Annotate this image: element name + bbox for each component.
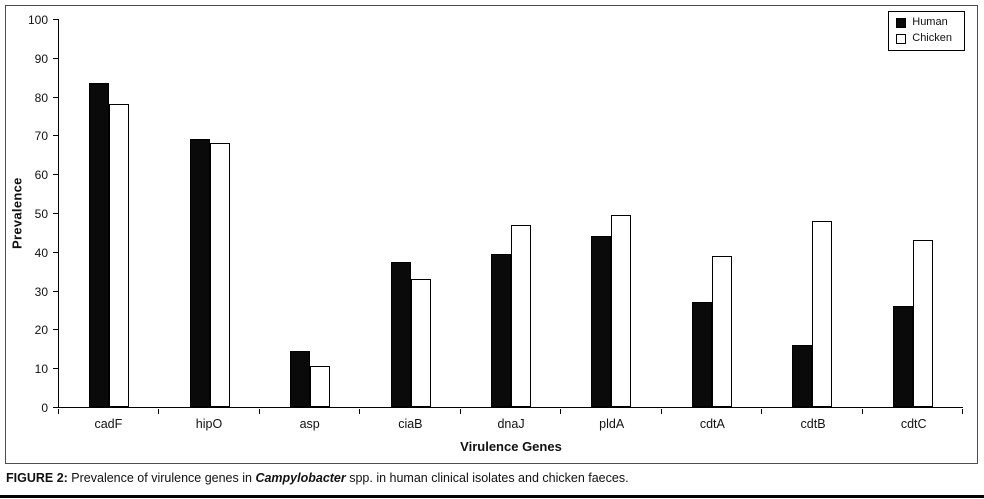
bar-human-ciaB bbox=[390, 261, 411, 407]
legend-item-chicken: Chicken bbox=[896, 33, 952, 44]
y-tick-mark bbox=[53, 96, 58, 98]
x-axis-ticks bbox=[58, 409, 964, 415]
bar-human-cdtB bbox=[792, 344, 813, 407]
x-tick-mark bbox=[258, 409, 260, 414]
caption-label: FIGURE 2: bbox=[6, 471, 68, 485]
x-tick-mark bbox=[761, 409, 763, 414]
bar-human-cadF bbox=[89, 83, 110, 407]
x-axis-title: Virulence Genes bbox=[460, 439, 562, 454]
x-tick-label-cdtB: cdtB bbox=[800, 417, 826, 431]
y-tick-mark bbox=[53, 407, 58, 408]
x-tick-mark bbox=[359, 409, 361, 414]
bar-chicken-pldA bbox=[611, 214, 632, 407]
y-tick-label: 70 bbox=[34, 129, 48, 144]
y-tick-mark bbox=[53, 329, 58, 331]
y-tick-label: 80 bbox=[34, 90, 48, 105]
y-tick-label: 10 bbox=[34, 362, 48, 377]
bar-chicken-cadF bbox=[109, 104, 130, 407]
bar-human-pldA bbox=[591, 236, 612, 407]
y-tick-mark bbox=[53, 290, 58, 292]
y-tick-label: 60 bbox=[34, 168, 48, 183]
y-tick-label: 90 bbox=[34, 51, 48, 66]
y-tick-mark bbox=[53, 251, 58, 253]
x-tick-mark bbox=[158, 409, 160, 414]
figure-caption: FIGURE 2: Prevalence of virulence genes … bbox=[6, 471, 629, 485]
bar-chicken-ciaB bbox=[410, 278, 431, 407]
bar-human-cdtA bbox=[691, 302, 712, 407]
x-tick-label-cdtA: cdtA bbox=[699, 417, 725, 431]
bar-chicken-asp bbox=[310, 366, 331, 407]
y-tick-mark bbox=[53, 174, 58, 176]
y-tick-label: 100 bbox=[27, 13, 48, 27]
x-tick-mark bbox=[459, 409, 461, 414]
x-tick-mark bbox=[962, 409, 963, 414]
caption-text-before: Prevalence of virulence genes in bbox=[67, 471, 256, 485]
bottom-rule bbox=[0, 495, 984, 498]
plot-area bbox=[58, 19, 963, 408]
y-tick-label: 30 bbox=[34, 284, 48, 299]
bar-human-hipO bbox=[189, 139, 210, 407]
x-tick-label-hipO: hipO bbox=[195, 417, 223, 431]
x-tick-label-pldA: pldA bbox=[599, 417, 625, 431]
caption-italic: Campylobacter bbox=[255, 471, 346, 485]
y-tick-label: 0 bbox=[41, 401, 48, 415]
y-tick-mark bbox=[53, 213, 58, 214]
y-tick-label: 20 bbox=[34, 323, 48, 338]
y-tick-mark bbox=[53, 135, 58, 137]
x-tick-label-cadF: cadF bbox=[94, 417, 123, 431]
x-axis-labels: cadF hipO asp ciaB dnaJ pldA cdtA cdtB cdtC bbox=[58, 417, 964, 431]
bar-human-asp bbox=[290, 350, 311, 407]
legend-item-human: Human bbox=[896, 17, 952, 28]
y-tick-mark bbox=[53, 368, 58, 370]
legend: Human Chicken bbox=[888, 11, 965, 51]
y-tick-label: 50 bbox=[34, 207, 48, 221]
x-tick-label-ciaB: ciaB bbox=[398, 417, 423, 431]
y-tick-mark bbox=[53, 19, 58, 20]
y-tick-mark bbox=[53, 57, 58, 59]
legend-swatch-chicken bbox=[896, 33, 907, 44]
y-axis-labels: 0 10 20 30 40 50 60 70 80 90 100 bbox=[20, 14, 58, 414]
bar-chicken-hipO bbox=[209, 143, 230, 407]
legend-label: Chicken bbox=[912, 32, 952, 44]
bar-chicken-cdtB bbox=[812, 220, 833, 407]
caption-text-after: spp. in human clinical isolates and chic… bbox=[345, 471, 629, 485]
x-tick-mark bbox=[660, 409, 662, 414]
x-tick-mark bbox=[560, 409, 562, 414]
bar-human-dnaJ bbox=[491, 253, 511, 407]
legend-label: Human bbox=[912, 16, 948, 28]
x-tick-mark bbox=[861, 409, 863, 414]
chart-frame: Prevalence 0 10 20 30 40 50 60 70 80 90 100 cadF hi… bbox=[5, 5, 978, 464]
bar-chicken-cdtC bbox=[912, 240, 933, 407]
x-tick-label-cdtC: cdtC bbox=[900, 417, 927, 431]
bar-chicken-cdtA bbox=[711, 255, 732, 407]
bar-chicken-dnaJ bbox=[511, 224, 531, 407]
bar-human-cdtC bbox=[892, 306, 913, 407]
legend-swatch-human bbox=[896, 17, 907, 28]
x-tick-label-asp: asp bbox=[299, 417, 320, 431]
x-tick-mark bbox=[58, 409, 59, 414]
x-tick-label-dnaJ: dnaJ bbox=[497, 417, 525, 431]
y-tick-label: 40 bbox=[34, 245, 48, 260]
